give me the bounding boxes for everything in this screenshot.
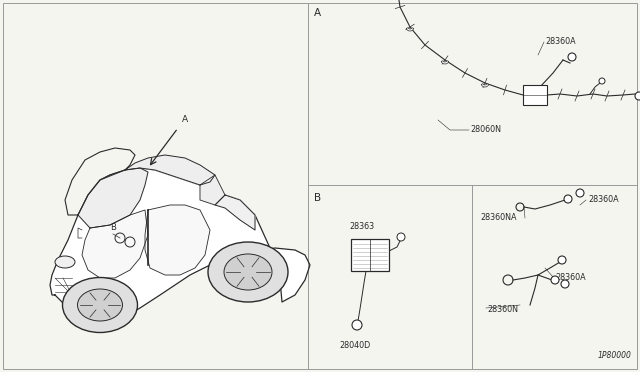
Circle shape [397, 233, 405, 241]
Polygon shape [125, 155, 215, 185]
Polygon shape [215, 195, 255, 230]
Wedge shape [406, 28, 413, 31]
Circle shape [635, 92, 640, 100]
Circle shape [576, 189, 584, 197]
Polygon shape [200, 175, 225, 205]
Ellipse shape [55, 256, 75, 268]
Text: 1P80000: 1P80000 [598, 351, 632, 360]
Text: B: B [110, 224, 116, 232]
Wedge shape [481, 84, 489, 87]
Text: A: A [182, 115, 188, 124]
Bar [523, 85, 547, 105]
Ellipse shape [63, 278, 138, 333]
Circle shape [558, 256, 566, 264]
Text: B: B [314, 193, 321, 203]
Circle shape [564, 195, 572, 203]
Ellipse shape [208, 242, 288, 302]
Circle shape [561, 280, 569, 288]
Text: 28360A: 28360A [545, 38, 575, 46]
Ellipse shape [77, 289, 122, 321]
Circle shape [568, 53, 576, 61]
Polygon shape [50, 168, 310, 322]
Wedge shape [441, 61, 449, 64]
Polygon shape [78, 168, 148, 228]
Text: 28360N: 28360N [487, 305, 518, 314]
Polygon shape [82, 210, 148, 278]
Circle shape [551, 276, 559, 284]
Text: 28360A: 28360A [555, 273, 586, 282]
Text: 28360NA: 28360NA [480, 214, 516, 222]
Text: 28363: 28363 [349, 222, 374, 231]
Circle shape [599, 78, 605, 84]
Circle shape [352, 320, 362, 330]
Text: A: A [314, 8, 321, 18]
Text: 28360A: 28360A [588, 196, 619, 205]
Text: 28040D: 28040D [339, 341, 371, 350]
Bar [351, 239, 389, 271]
Polygon shape [145, 205, 210, 275]
Text: 28060N: 28060N [470, 125, 501, 135]
Ellipse shape [224, 254, 272, 290]
